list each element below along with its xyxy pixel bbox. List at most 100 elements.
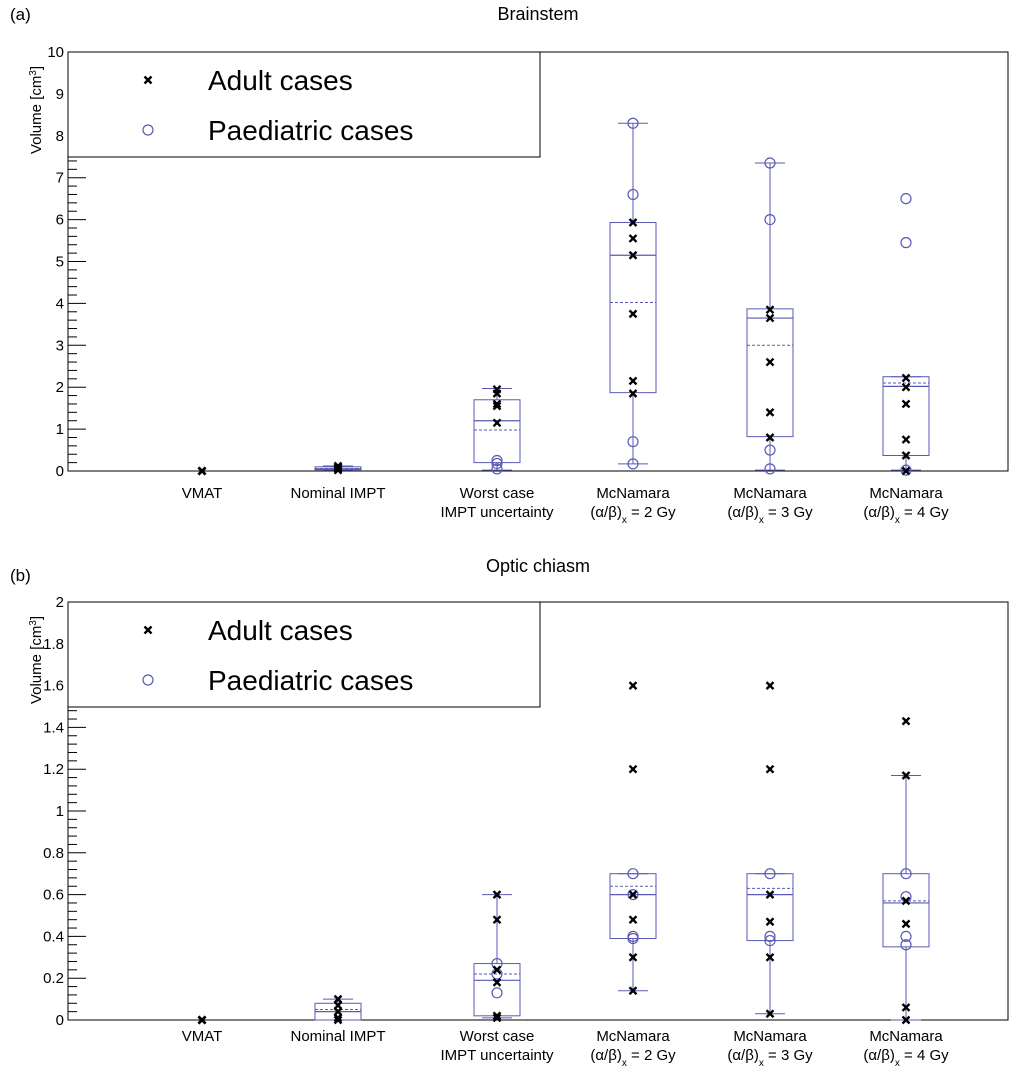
iqr-box	[746, 308, 794, 438]
y-tick-label: 7	[56, 170, 64, 187]
adult-point	[765, 917, 775, 927]
category-label-line2: (α/β)x = 3 Gy	[727, 1047, 813, 1069]
y-tick-label: 1	[56, 803, 64, 820]
adult-point	[765, 890, 775, 899]
adult-point	[765, 305, 775, 315]
paediatric-point	[900, 464, 912, 476]
adult-point	[901, 373, 911, 383]
adult-point	[492, 401, 502, 411]
adult-point	[628, 389, 638, 398]
adult-point	[197, 466, 207, 476]
category-label-line2: (α/β)x = 4 Gy	[863, 1047, 949, 1069]
y-tick-label: 9	[56, 86, 64, 103]
box-4	[609, 873, 657, 992]
legend: Adult cases Paediatric cases	[67, 601, 541, 708]
y-tick-label: 10	[47, 44, 64, 61]
category-label: McNamara	[869, 485, 943, 502]
legend: Adult cases Paediatric cases	[67, 51, 541, 158]
adult-point	[765, 357, 775, 367]
paediatric-point	[627, 868, 639, 880]
iqr-box	[746, 873, 794, 942]
legend-paediatric-label: Paediatric cases	[208, 665, 413, 696]
category-label-line2: (α/β)x = 3 Gy	[727, 504, 813, 526]
adult-point	[901, 1003, 911, 1012]
adult-point	[901, 716, 911, 726]
paediatric-point	[491, 987, 503, 999]
chart-panel-2: (b) Optic chiasm Volume [cm3] 0 0.2 0.4 0.6 0.8…	[10, 556, 1009, 1069]
adult-point	[628, 250, 638, 260]
category-label: McNamara	[733, 1028, 807, 1045]
iqr-box	[882, 873, 930, 948]
adult-point	[901, 1015, 911, 1025]
box-6	[882, 774, 930, 1021]
y-tick-label: 1.4	[43, 719, 64, 736]
paediatric-point	[900, 193, 912, 205]
y-tick-label: 0	[56, 463, 64, 480]
adult-point	[628, 915, 638, 925]
adult-point	[492, 978, 502, 987]
adult-point	[492, 965, 502, 975]
y-tick-label: 0.2	[43, 970, 64, 987]
y-tick-label: 0.8	[43, 845, 64, 862]
category-label: Worst case	[460, 485, 535, 502]
adult-point	[492, 915, 502, 925]
paediatric-point	[900, 237, 912, 249]
adult-point	[492, 418, 502, 428]
legend-adult-label: Adult cases	[208, 65, 353, 96]
category-label: McNamara	[733, 485, 807, 502]
box-3	[473, 894, 521, 1019]
adult-point	[901, 919, 911, 929]
adult-point	[765, 407, 775, 417]
paediatric-point	[764, 444, 776, 456]
adult-point	[765, 1009, 775, 1019]
box-4	[609, 122, 657, 465]
adult-point	[492, 1013, 502, 1023]
category-label-line2: (α/β)x = 4 Gy	[863, 504, 949, 526]
category-label-line2: (α/β)x = 2 Gy	[590, 504, 676, 526]
adult-point	[901, 771, 911, 780]
y-tick-label: 3	[56, 337, 64, 354]
adult-point	[492, 1011, 502, 1021]
legend-paediatric-marker	[142, 124, 154, 136]
adult-point	[901, 466, 911, 476]
paediatric-point	[491, 454, 503, 467]
category-label: Nominal IMPT	[290, 1028, 385, 1045]
category-label: McNamara	[596, 485, 670, 502]
adult-point	[628, 234, 638, 243]
y-tick-label: 0	[56, 1012, 64, 1029]
adult-point	[765, 433, 775, 442]
adult-point	[628, 376, 638, 386]
legend-box	[67, 601, 541, 708]
adult-point	[901, 399, 911, 409]
adult-point	[765, 764, 775, 774]
legend-paediatric-marker	[142, 674, 154, 686]
y-tick-label: 6	[56, 212, 64, 229]
adult-point	[333, 1013, 343, 1023]
paediatric-point	[900, 939, 912, 951]
y-tick-label: 2	[56, 594, 64, 611]
paediatric-point	[900, 930, 912, 943]
iqr-box	[609, 222, 657, 394]
paediatric-point	[764, 214, 776, 226]
legend-adult-marker	[143, 625, 153, 635]
adult-point	[492, 399, 502, 409]
y-tick-label: 8	[56, 128, 64, 145]
category-label: VMAT	[182, 485, 223, 502]
paediatric-point	[764, 868, 776, 880]
adult-point	[628, 309, 638, 319]
adult-point	[333, 1015, 343, 1025]
legend-adult-label: Adult cases	[208, 615, 353, 646]
adult-point	[901, 451, 911, 460]
panel-label: (a)	[10, 5, 31, 24]
adult-point	[901, 382, 911, 392]
adult-point	[333, 461, 343, 471]
category-label: VMAT	[182, 1028, 223, 1045]
y-tick-label: 0.4	[43, 928, 64, 945]
paediatric-point	[491, 457, 503, 470]
paediatric-point	[627, 436, 639, 448]
adult-point	[765, 681, 775, 690]
adult-point	[628, 218, 638, 227]
category-label-line2: IMPT uncertainty	[440, 504, 554, 521]
paediatric-point	[764, 463, 776, 475]
